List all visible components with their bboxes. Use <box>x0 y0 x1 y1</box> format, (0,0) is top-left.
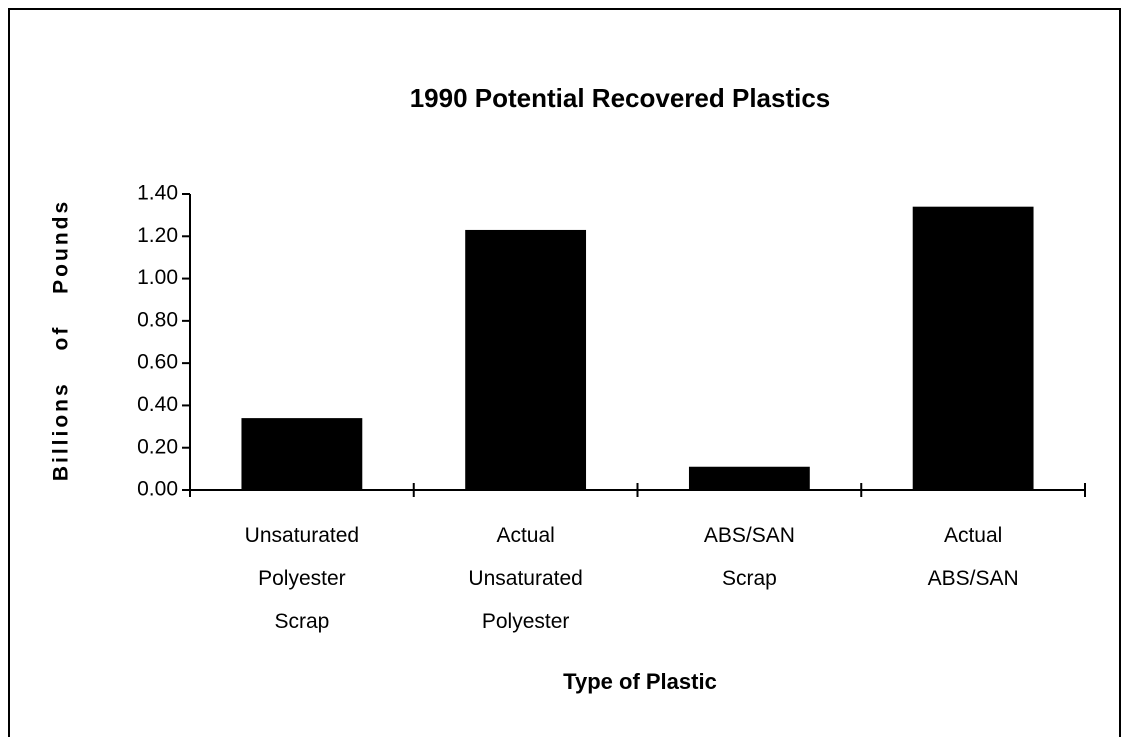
x-tick-label: Actual ABS/SAN <box>927 524 1019 590</box>
bar <box>688 466 810 490</box>
bar <box>465 229 587 490</box>
x-tick-label: Actual Unsaturated Polyester <box>468 524 583 633</box>
y-tick-label: 0.40 <box>137 393 178 416</box>
x-tick-label: Unsaturated Polyester Scrap <box>244 524 360 633</box>
y-tick-label: 0.00 <box>137 478 178 501</box>
y-tick-label: 0.20 <box>137 435 178 458</box>
frame <box>8 8 1121 737</box>
y-tick-label: 1.40 <box>137 182 178 205</box>
bar <box>241 418 363 490</box>
chart-title: 1990 Potential Recovered Plastics <box>410 83 831 113</box>
y-tick-label: 0.80 <box>137 308 178 331</box>
x-tick-label: ABS/SAN Scrap <box>703 524 795 590</box>
x-axis-title: Type of Plastic <box>563 669 717 694</box>
y-tick-label: 1.20 <box>137 224 178 247</box>
y-tick-label: 1.00 <box>137 266 178 289</box>
bar <box>912 206 1034 490</box>
y-axis-title: Billions of Pounds <box>50 199 73 481</box>
y-tick-label: 0.60 <box>137 351 178 374</box>
